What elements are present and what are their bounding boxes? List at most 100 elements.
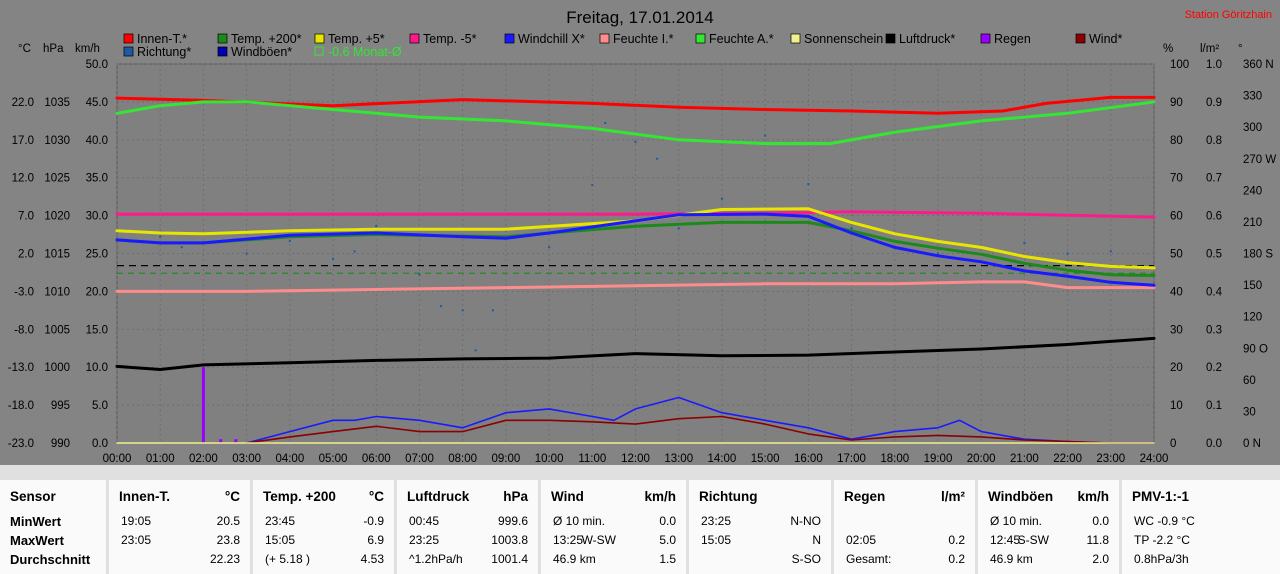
y-tick-rain: 0.9 bbox=[1206, 97, 1222, 109]
legend-swatch bbox=[409, 33, 420, 44]
series-line bbox=[115, 210, 1156, 219]
x-tick-label: 03:00 bbox=[232, 453, 261, 465]
y-tick-humidity: 50 bbox=[1170, 249, 1183, 261]
stat-cell: Ø 10 min. bbox=[990, 514, 1043, 528]
stat-column-title: Richtung bbox=[699, 489, 758, 504]
stat-cell: 15:05 bbox=[265, 533, 296, 547]
y-tick-direction: 240 bbox=[1243, 185, 1262, 197]
stat-column-unit: °C bbox=[368, 489, 384, 504]
stat-cell: 4.53 bbox=[360, 552, 384, 566]
legend-label: Innen-T.* bbox=[137, 32, 187, 46]
direction-point bbox=[461, 309, 464, 312]
legend-label: Sonnenschein bbox=[804, 32, 883, 46]
y-tick-direction: 360 N bbox=[1243, 59, 1274, 71]
stat-row: TP -2.2 °C bbox=[1122, 533, 1280, 552]
direction-point bbox=[418, 273, 421, 276]
stat-column-title: Regen bbox=[844, 489, 886, 504]
y-tick-temp: -3.0 bbox=[14, 286, 34, 298]
stat-cell: S-SW bbox=[1017, 533, 1049, 547]
y-tick-rain: 0.8 bbox=[1206, 135, 1222, 147]
y-tick-wind: 20.0 bbox=[86, 286, 108, 298]
series-line bbox=[115, 212, 1156, 287]
legend-swatch bbox=[599, 33, 610, 44]
y-tick-pressure: 1035 bbox=[44, 97, 70, 109]
y-tick-pressure: 1020 bbox=[44, 211, 70, 223]
stat-cell: 46.9 km bbox=[990, 552, 1033, 566]
stat-row bbox=[834, 514, 975, 533]
y-tick-wind: 5.0 bbox=[92, 400, 108, 412]
stat-column-title: Wind bbox=[551, 489, 584, 504]
stat-row: Ø 10 min. 0.0 bbox=[978, 514, 1119, 533]
x-tick-label: 17:00 bbox=[837, 453, 866, 465]
y-tick-temp: -13.0 bbox=[8, 362, 34, 374]
rain-bar bbox=[219, 439, 223, 443]
stat-row: 15:05 6.9 bbox=[253, 533, 394, 552]
stat-cell: Durchschnitt bbox=[10, 552, 91, 567]
stat-cell: Ø 10 min. bbox=[553, 514, 606, 528]
y-tick-pressure: 990 bbox=[51, 438, 70, 450]
stat-cell: 02:05 bbox=[846, 533, 877, 547]
y-tick-pressure: 995 bbox=[51, 400, 70, 412]
stat-cell: 13:25 bbox=[553, 533, 584, 547]
right-axis-unit: % bbox=[1163, 43, 1173, 55]
series-layer bbox=[115, 95, 1156, 444]
rain-bar bbox=[201, 367, 205, 443]
y-tick-direction: 210 bbox=[1243, 217, 1262, 229]
y-tick-direction: 120 bbox=[1243, 312, 1262, 324]
direction-point bbox=[1066, 252, 1069, 255]
stat-cell: 0.2 bbox=[948, 552, 965, 566]
stat-row: (+ 5.18 ) 4.53 bbox=[253, 552, 394, 571]
legend-swatch bbox=[504, 33, 515, 44]
stat-row: Ø 10 min. 0.0 bbox=[541, 514, 686, 533]
direction-point bbox=[332, 257, 335, 260]
y-tick-temp: -23.0 bbox=[8, 438, 34, 450]
y-tick-wind: 15.0 bbox=[86, 324, 108, 336]
y-tick-rain: 0.7 bbox=[1206, 173, 1222, 185]
x-tick-label: 15:00 bbox=[751, 453, 780, 465]
stat-cell: 23:25 bbox=[409, 533, 440, 547]
y-tick-temp: 17.0 bbox=[12, 135, 34, 147]
stat-column: Windböen km/h Ø 10 min. 0.0 12:45 S-SW 11.8 46.… bbox=[978, 480, 1119, 574]
stat-row: 12:45 S-SW 11.8 bbox=[978, 533, 1119, 552]
direction-point bbox=[1109, 250, 1112, 253]
stat-row: 13:25 W-SW 5.0 bbox=[541, 533, 686, 552]
stat-column: Temp. +200 °C 23:45 -0.9 15:05 6.9 (+ 5.18 ) 4.… bbox=[253, 480, 394, 574]
stat-cell: 0.0 bbox=[659, 514, 676, 528]
legend-swatch bbox=[790, 33, 801, 44]
stat-cell: 11.8 bbox=[1086, 533, 1109, 547]
y-tick-humidity: 40 bbox=[1170, 286, 1183, 298]
stat-row: 23:45 -0.9 bbox=[253, 514, 394, 533]
y-tick-rain: 0.1 bbox=[1206, 400, 1222, 412]
stat-cell: 15:05 bbox=[701, 533, 732, 547]
x-tick-label: 07:00 bbox=[405, 453, 434, 465]
stat-cell: W-SW bbox=[581, 533, 616, 547]
direction-point bbox=[850, 227, 853, 230]
y-tick-wind: 10.0 bbox=[86, 362, 108, 374]
y-tick-temp: 7.0 bbox=[18, 211, 34, 223]
stat-row: S-SO bbox=[689, 552, 831, 571]
y-tick-temp: 2.0 bbox=[18, 249, 34, 261]
stat-cell: Gesamt: bbox=[846, 552, 892, 566]
direction-point bbox=[604, 121, 607, 124]
y-tick-direction: 300 bbox=[1243, 122, 1262, 134]
y-tick-pressure: 1010 bbox=[44, 286, 70, 298]
legend-swatch bbox=[123, 33, 134, 44]
stat-cell: 23:25 bbox=[701, 514, 732, 528]
statistics-panel: Sensor MinWert MaxWert Durchschnitt Innen-T.… bbox=[0, 465, 1280, 574]
stat-column-unit: hPa bbox=[503, 489, 528, 504]
stat-cell: 23:45 bbox=[265, 514, 296, 528]
stat-column-unit: km/h bbox=[644, 489, 676, 504]
y-tick-direction: 90 O bbox=[1243, 343, 1268, 355]
legend-swatch bbox=[217, 46, 228, 57]
axes: °C hPa km/h% l/m² ° 22.0 17.0 12.0 7.0 2.0 -3.0 -8.… bbox=[8, 43, 1277, 465]
stat-cell: 1003.8 bbox=[491, 533, 528, 547]
stat-cell: 00:45 bbox=[409, 514, 440, 528]
direction-point bbox=[375, 225, 378, 228]
y-tick-pressure: 1025 bbox=[44, 173, 70, 185]
stat-cell: 19:05 bbox=[121, 514, 152, 528]
legend-label: Wind* bbox=[1089, 32, 1122, 46]
stat-column: Regen l/m² 02:05 0.2 Gesamt: 0.2 bbox=[834, 480, 975, 574]
legend-label: Feuchte I.* bbox=[613, 32, 674, 46]
x-tick-label: 09:00 bbox=[491, 453, 520, 465]
stat-row: 23:25 1003.8 bbox=[397, 533, 538, 552]
